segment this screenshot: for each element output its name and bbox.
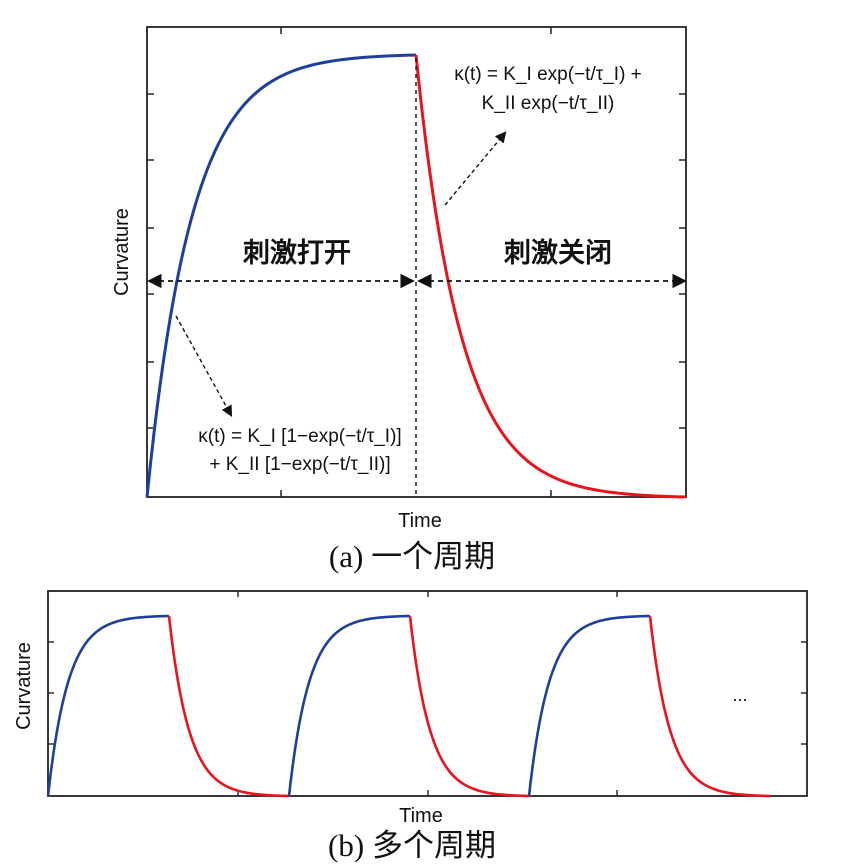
x-axis-label-b: Time xyxy=(399,805,443,827)
ticks-a xyxy=(147,27,686,497)
panel-a: 刺激打开 刺激关闭 κ(t) = K_I [1−exp(−t/τ_I)] + K… xyxy=(111,26,687,574)
rise-curve-a xyxy=(145,53,417,498)
rise-curve-b-2 xyxy=(287,614,411,797)
rise-equation-line2: + K_II [1−exp(−t/τ_II)] xyxy=(209,454,390,475)
plot-frame-b xyxy=(47,590,808,797)
decay-curve-b-1 xyxy=(167,615,290,798)
decay-curve-b-2 xyxy=(408,615,531,798)
phase-off-label: 刺激关闭 xyxy=(504,237,612,269)
plot-frame-a xyxy=(146,26,687,498)
phase-on-label: 刺激打开 xyxy=(243,237,351,269)
decay-curve-b-3 xyxy=(648,615,771,798)
decay-eq-arrow xyxy=(444,131,507,206)
ticks-b xyxy=(48,591,807,796)
x-axis-label-a: Time xyxy=(398,510,442,532)
cycles-b xyxy=(46,614,771,798)
rise-equation-line1: κ(t) = K_I [1−exp(−t/τ_I)] xyxy=(198,426,401,447)
caption-a: (a) 一个周期 xyxy=(329,539,495,574)
y-axis-label-a: Curvature xyxy=(111,208,133,296)
rise-curve-b-1 xyxy=(46,614,170,797)
decay-equation-line2: K_II exp(−t/τ_II) xyxy=(482,93,615,114)
y-axis-label-b: Curvature xyxy=(13,642,35,730)
decay-equation-line1: κ(t) = K_I exp(−t/τ_I) + xyxy=(454,64,642,85)
caption-b: (b) 多个周期 xyxy=(328,828,496,863)
rise-curve-b-3 xyxy=(527,614,651,797)
ellipsis: ... xyxy=(732,685,747,705)
rise-eq-arrow xyxy=(175,315,233,417)
panel-b: ... Time Curvature (b) 多个周期 xyxy=(13,590,808,863)
decay-curve-a xyxy=(414,54,687,499)
